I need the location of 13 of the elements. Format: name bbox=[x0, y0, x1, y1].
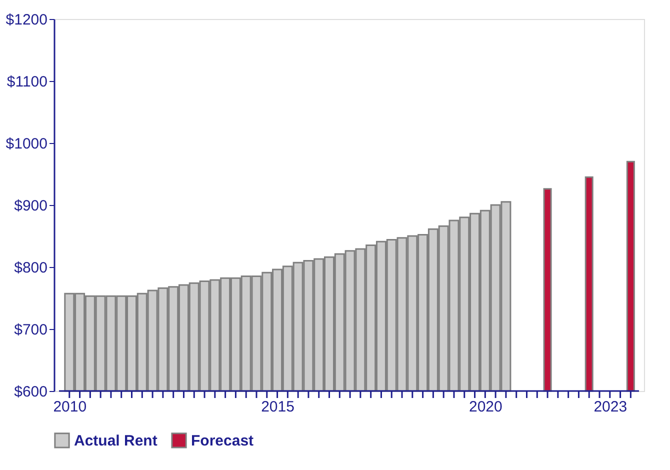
y-tick-label: $800 bbox=[14, 260, 48, 276]
y-tick-label: $1000 bbox=[6, 136, 48, 152]
x-tick-label: 2015 bbox=[261, 398, 294, 416]
y-tick-label: $1200 bbox=[6, 12, 48, 28]
x-tick-label: 2010 bbox=[53, 398, 87, 416]
x-tick-label: 2023 bbox=[594, 398, 628, 416]
legend-label: Forecast bbox=[191, 432, 254, 450]
y-tick-label: $900 bbox=[14, 198, 48, 214]
y-tick-label: $1100 bbox=[6, 74, 48, 90]
legend-label: Actual Rent bbox=[74, 432, 158, 450]
y-tick-label: $700 bbox=[14, 322, 48, 338]
x-tick-label: 2020 bbox=[468, 398, 502, 416]
y-tick-label: $600 bbox=[14, 384, 48, 400]
